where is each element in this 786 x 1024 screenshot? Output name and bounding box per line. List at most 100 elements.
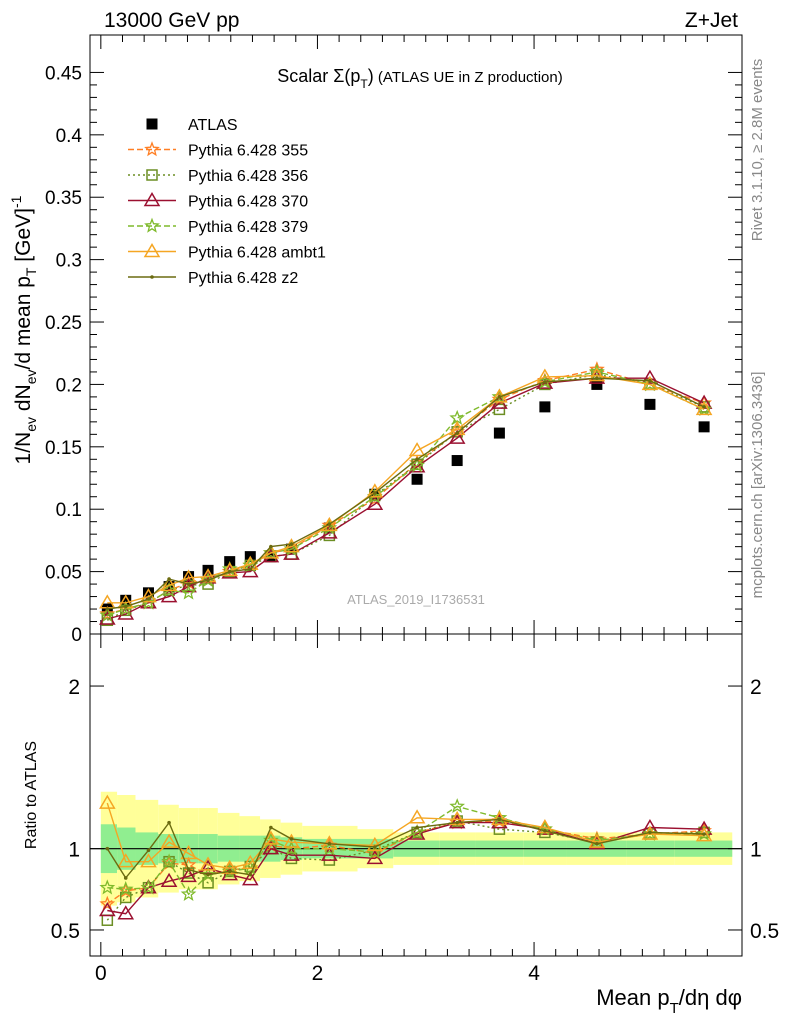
legend-entry-ambt1: Pythia 6.428 ambt1 bbox=[128, 243, 326, 262]
data-point-z2 bbox=[289, 542, 294, 546]
data-point-ambt1 bbox=[641, 375, 659, 391]
ratio-point-p379 bbox=[180, 885, 197, 901]
ratio-point-p370 bbox=[180, 867, 197, 883]
ratio-line-p355 bbox=[106, 820, 705, 905]
main-y-tick-label: 0.15 bbox=[45, 438, 82, 459]
data-point-z2 bbox=[373, 491, 377, 495]
main-y-tick-label: 0.2 bbox=[56, 375, 82, 396]
ratio-point-z2 bbox=[543, 828, 547, 833]
ratio-point-z2 bbox=[497, 817, 502, 822]
data-point-p379 bbox=[588, 363, 605, 379]
rivet-label: Rivet 3.1.10, ≥ 2.8M events bbox=[749, 59, 766, 242]
ratio-series-z2 bbox=[105, 817, 706, 880]
ratio-y-tick-label-right: 2 bbox=[750, 676, 762, 699]
ratio-frame-rect bbox=[89, 633, 743, 957]
ratio-point-p370 bbox=[117, 905, 135, 920]
ratio-point-z2 bbox=[289, 837, 294, 841]
legend-entry-p355: Pythia 6.428 355 bbox=[128, 141, 308, 160]
series-line-p379 bbox=[107, 371, 705, 616]
ratio-point-ambt1 bbox=[695, 827, 713, 842]
ratio-point-ambt1 bbox=[180, 845, 197, 860]
ratio-point-p356 bbox=[285, 852, 298, 865]
data-point-ambt1 bbox=[283, 538, 300, 553]
x-tick-label: 4 bbox=[528, 962, 540, 985]
ratio-point-z2 bbox=[206, 872, 210, 877]
data-point-ATLAS bbox=[163, 581, 175, 593]
ratio-point-p379 bbox=[696, 825, 713, 841]
data-point-ATLAS bbox=[451, 455, 463, 467]
data-point-ATLAS bbox=[411, 473, 423, 485]
data-point-ATLAS bbox=[644, 398, 656, 410]
data-point-p379 bbox=[449, 409, 465, 425]
ratio-point-z2 bbox=[373, 845, 377, 849]
main-y-tick-label: 0.3 bbox=[56, 251, 82, 272]
header-left: 13000 GeV pp bbox=[104, 9, 239, 32]
ratio-point-z2 bbox=[327, 841, 332, 846]
data-point-ambt1 bbox=[408, 442, 426, 457]
data-point-ATLAS bbox=[142, 587, 154, 599]
ratio-point-z2 bbox=[146, 848, 151, 853]
ratio-point-ambt1 bbox=[366, 836, 384, 852]
legend-marker bbox=[143, 192, 161, 207]
legend-entry-p379: Pythia 6.428 379 bbox=[128, 217, 308, 236]
ratio-y-tick-label-right: 0.5 bbox=[750, 920, 779, 943]
ratio-point-p379 bbox=[117, 880, 134, 897]
ratio-y-tick-label: 0.5 bbox=[51, 920, 80, 943]
data-point-z2 bbox=[269, 544, 273, 549]
data-point-ATLAS bbox=[698, 421, 710, 433]
data-point-ambt1 bbox=[160, 576, 178, 592]
analysis-watermark: ATLAS_2019_I1736531 bbox=[347, 592, 485, 607]
legend-marker bbox=[146, 118, 158, 130]
chart-title-close: ) bbox=[368, 66, 374, 86]
data-point-z2 bbox=[206, 578, 210, 583]
data-point-ambt1 bbox=[695, 400, 713, 416]
data-point-ambt1 bbox=[321, 516, 338, 532]
series-line-z2 bbox=[107, 377, 705, 610]
ratio-point-p379 bbox=[449, 798, 466, 814]
ratio-series-layer bbox=[99, 794, 713, 926]
main-y-tick-label: 0.45 bbox=[45, 63, 82, 84]
data-point-ATLAS bbox=[120, 594, 132, 606]
data-point-ATLAS bbox=[539, 401, 551, 413]
ratio-point-p370 bbox=[140, 879, 157, 894]
legend-marker bbox=[144, 217, 160, 233]
chart-title-prefix: Scalar bbox=[277, 66, 333, 86]
ratio-point-ambt1 bbox=[588, 833, 606, 848]
ratio-point-z2 bbox=[123, 876, 128, 880]
data-point-p370 bbox=[180, 578, 197, 593]
ratio-point-p370 bbox=[160, 872, 178, 887]
ratio-point-ambt1 bbox=[160, 833, 178, 848]
chart-title-sigma: Σ(p bbox=[333, 66, 360, 86]
legend: ATLAS Pythia 6.428 355 Pythia 6.428 356 Pyt… bbox=[128, 117, 326, 287]
data-point-z2 bbox=[227, 569, 232, 574]
ratio-plot: 0.5 0.5 1 1 2 2 0 2 4 bbox=[51, 633, 779, 985]
x-axis-label: Mean pT/dη dφ bbox=[596, 985, 742, 1017]
data-point-z2 bbox=[595, 376, 599, 380]
ratio-y-label: Ratio to ATLAS bbox=[23, 741, 40, 849]
legend-marker bbox=[146, 169, 158, 181]
main-series-layer bbox=[99, 361, 713, 627]
main-y-ticks: 0 0.05 0.1 0.15 0.2 0.25 0.3 0.35 0.4 0.45 bbox=[45, 35, 742, 646]
ratio-point-z2 bbox=[186, 868, 191, 872]
ratio-point-z2 bbox=[167, 820, 171, 825]
legend-label: Pythia 6.428 356 bbox=[188, 168, 308, 185]
data-point-z2 bbox=[105, 607, 110, 611]
ratio-point-ambt1 bbox=[99, 794, 116, 809]
ratio-point-p355 bbox=[99, 895, 116, 911]
ratio-point-z2 bbox=[415, 825, 419, 830]
ratio-point-ambt1 bbox=[262, 830, 280, 845]
legend-entry-ATLAS: ATLAS bbox=[146, 117, 238, 134]
ratio-point-ambt1 bbox=[140, 853, 157, 868]
x-tick-label: 0 bbox=[95, 962, 107, 985]
main-plot: 0 0.05 0.1 0.15 0.2 0.25 0.3 0.35 0.4 0.45 ATLAS P… bbox=[45, 34, 743, 646]
main-y-tick-label: 0.4 bbox=[56, 126, 83, 147]
legend-entry-z2: Pythia 6.428 z2 bbox=[128, 270, 298, 287]
data-point-ambt1 bbox=[221, 561, 239, 577]
ratio-point-p370 bbox=[99, 901, 116, 917]
data-point-p355 bbox=[99, 605, 116, 621]
data-point-ambt1 bbox=[262, 544, 280, 559]
legend-label: Pythia 6.428 370 bbox=[188, 194, 308, 211]
ratio-point-ambt1 bbox=[283, 833, 300, 848]
ratio-y-tick-label: 1 bbox=[68, 839, 80, 862]
ratio-point-z2 bbox=[227, 869, 232, 874]
